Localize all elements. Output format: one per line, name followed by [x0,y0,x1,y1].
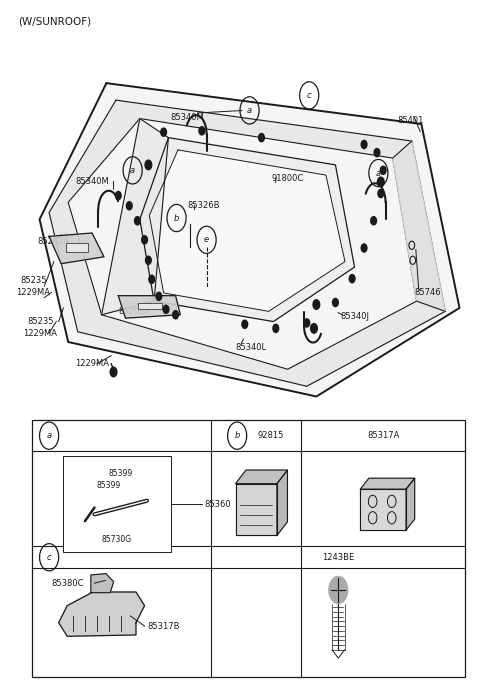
Text: 1243BE: 1243BE [322,553,354,562]
Circle shape [361,140,367,148]
Text: 85235: 85235 [21,276,47,285]
Polygon shape [91,574,114,593]
Text: 1229MA: 1229MA [23,328,57,338]
Text: 85340M: 85340M [171,113,204,122]
Text: 85201A: 85201A [118,307,150,316]
Circle shape [377,177,384,187]
Polygon shape [59,592,144,636]
Text: 85746: 85746 [414,289,441,298]
Bar [63,456,171,552]
Circle shape [173,311,179,319]
Circle shape [116,192,121,200]
Polygon shape [149,150,345,311]
Circle shape [311,324,317,333]
Text: 85399: 85399 [97,481,121,490]
Polygon shape [140,137,355,321]
Polygon shape [102,118,168,315]
Circle shape [259,133,264,142]
Text: 1229MA: 1229MA [75,359,109,368]
Polygon shape [360,489,406,530]
Polygon shape [236,484,277,536]
Circle shape [333,298,338,306]
Polygon shape [236,470,288,484]
Text: 85202A: 85202A [37,237,69,246]
Circle shape [349,274,355,282]
Polygon shape [406,478,415,530]
Text: a: a [376,168,381,178]
Text: 85360: 85360 [204,499,231,509]
Polygon shape [118,295,180,318]
Text: (W/SUNROOF): (W/SUNROOF) [18,16,91,27]
Text: 92815: 92815 [257,431,284,440]
Text: 85326B: 85326B [188,201,220,210]
Text: 85380C: 85380C [51,579,84,588]
Text: 85730G: 85730G [102,535,132,544]
Bar [137,303,162,309]
Circle shape [380,166,386,174]
Text: a: a [47,431,52,440]
Text: a: a [247,106,252,115]
Circle shape [145,256,151,264]
Polygon shape [277,470,288,536]
Circle shape [329,577,348,603]
Circle shape [142,236,147,244]
Polygon shape [68,118,417,369]
Text: 85401: 85401 [397,116,424,125]
Text: 91800C: 91800C [271,174,303,183]
Polygon shape [360,478,415,489]
Polygon shape [393,141,445,311]
Bar [33,421,465,677]
Circle shape [145,160,152,170]
Text: b: b [234,431,240,440]
Circle shape [161,128,167,136]
Text: c: c [47,553,51,562]
Circle shape [156,292,162,300]
Circle shape [199,127,204,135]
Text: 85340M: 85340M [75,176,109,186]
Text: c: c [307,91,312,100]
Circle shape [134,217,140,225]
Circle shape [374,148,380,157]
Circle shape [242,320,248,328]
Text: a: a [130,166,135,175]
Circle shape [313,300,320,309]
Circle shape [163,305,169,313]
Text: b: b [174,213,179,222]
Text: e: e [204,235,209,244]
Circle shape [371,217,376,225]
Circle shape [273,324,279,332]
Text: 1229MA: 1229MA [16,288,50,297]
Circle shape [110,367,117,377]
Polygon shape [49,100,445,386]
Text: 85317A: 85317A [367,431,399,440]
Text: 85340L: 85340L [235,343,266,352]
Circle shape [149,275,155,283]
Circle shape [361,244,367,252]
Circle shape [304,319,310,327]
Circle shape [378,189,384,198]
Text: 85399: 85399 [109,469,133,478]
Polygon shape [49,233,104,263]
Polygon shape [39,83,459,397]
Text: 85317B: 85317B [147,622,180,631]
Text: 85235: 85235 [28,317,54,326]
Circle shape [126,202,132,210]
Text: 85340J: 85340J [340,312,369,321]
Bar [66,243,87,252]
